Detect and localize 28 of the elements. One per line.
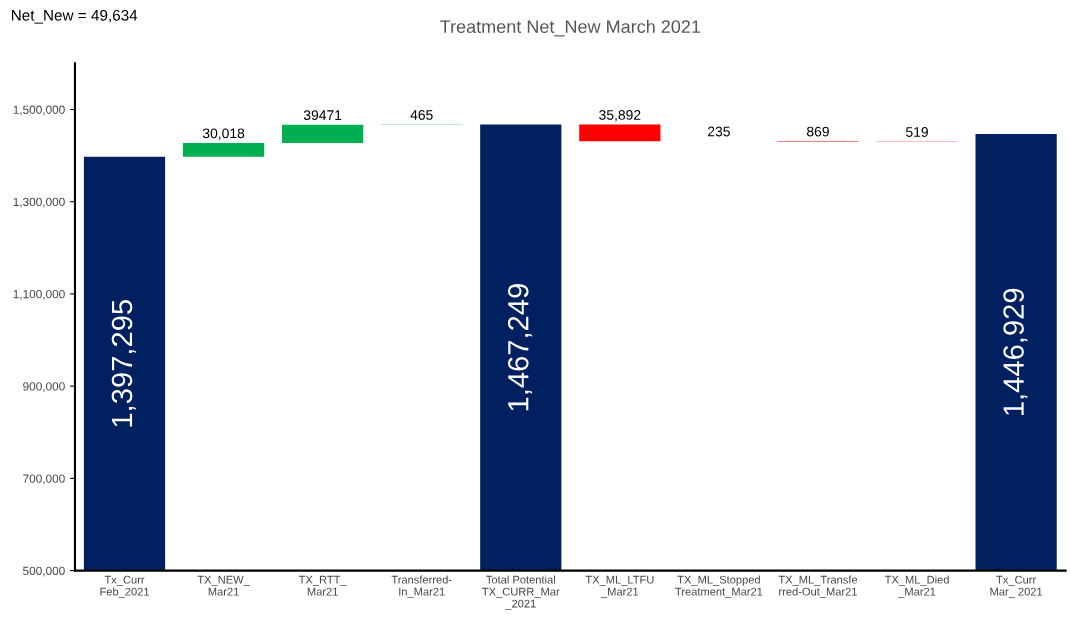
data-label: 1,446,929 bbox=[1003, 288, 1028, 415]
y-tick-label: 1,500,000 bbox=[13, 105, 65, 116]
data-label: 869 bbox=[806, 126, 829, 137]
x-tick-label: TX_ML_Stopped Treatment_Mar21 bbox=[675, 575, 763, 598]
x-tick-label: TX_ML_LTFU _Mar21 bbox=[585, 575, 654, 598]
x-tick-label: Transferred- In_Mar21 bbox=[391, 575, 452, 598]
x-tick-label: Total Potential TX_CURR_Mar _2021 bbox=[482, 575, 560, 610]
data-label: 35,892 bbox=[599, 110, 641, 122]
y-tick-label: 1,300,000 bbox=[13, 197, 65, 208]
data-label: 465 bbox=[410, 110, 433, 120]
x-tick-label: TX_NEW_ Mar21 bbox=[197, 575, 250, 596]
y-tick-label: 700,000 bbox=[23, 474, 65, 485]
data-label: 235 bbox=[708, 126, 730, 137]
x-tick-label: TX_RTT_ Mar21 bbox=[298, 575, 347, 596]
x-tick-label: Tx_Curr Feb_2021 bbox=[100, 575, 149, 598]
y-tick-label: 1,100,000 bbox=[13, 289, 65, 300]
data-label: 519 bbox=[906, 127, 928, 137]
x-tick-label: Tx_Curr Mar_ 2021 bbox=[990, 575, 1043, 598]
text: Net_New = 49,634 bbox=[11, 9, 138, 24]
chart-title: Treatment Net_New March 2021 bbox=[440, 19, 701, 37]
x-tick-label: TX_ML_Died _Mar21 bbox=[884, 575, 949, 598]
data-label: 1,467,249 bbox=[507, 284, 533, 411]
x-tick-label: TX_ML_Transfe rred-Out_Mar21 bbox=[778, 575, 858, 598]
data-label: 30,018 bbox=[202, 128, 245, 140]
data-label: 39471 bbox=[303, 110, 342, 121]
data-label: 1,397,295 bbox=[111, 300, 136, 427]
y-tick-label: 500,000 bbox=[23, 566, 65, 577]
y-tick-label: 900,000 bbox=[23, 382, 65, 392]
